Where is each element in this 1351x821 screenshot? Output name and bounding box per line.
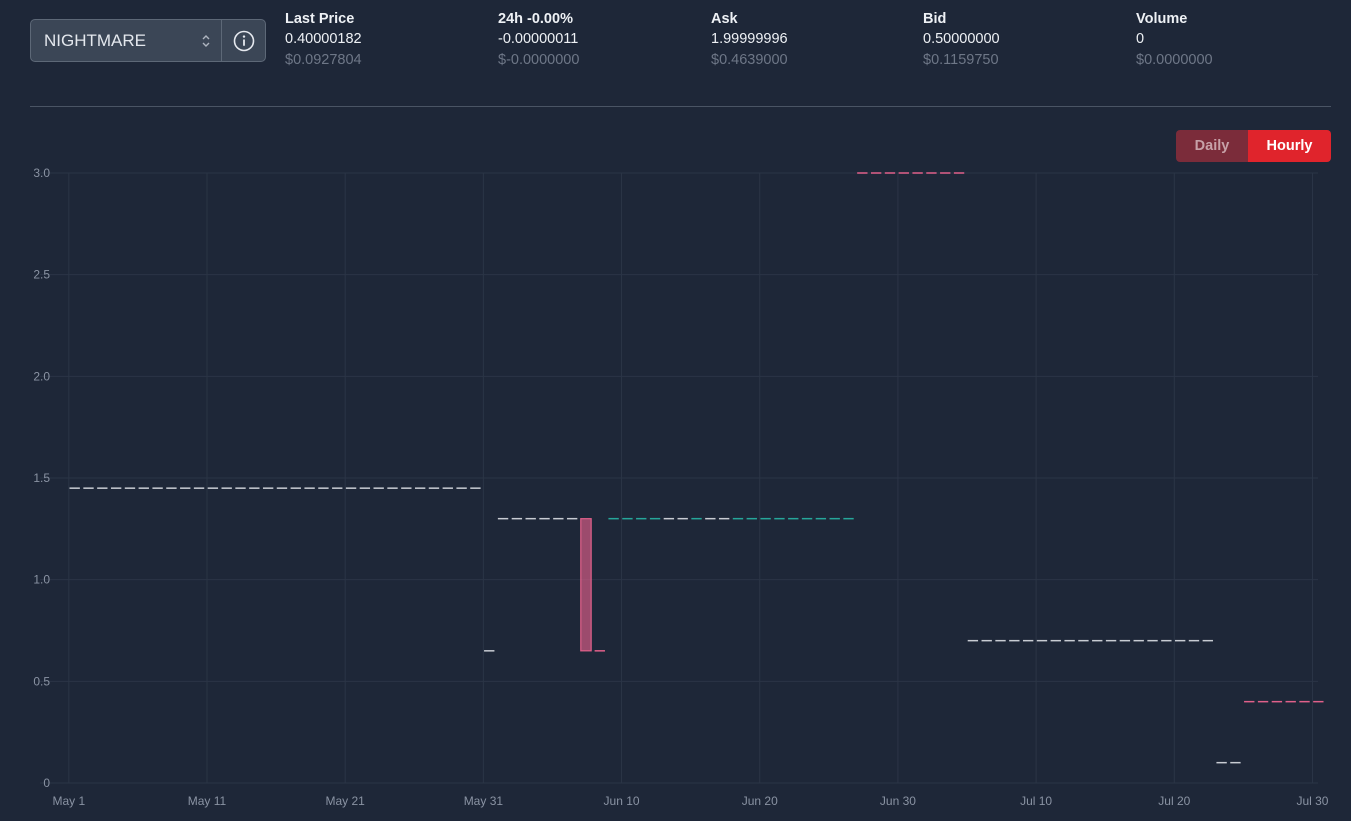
stat-ask: Ask 1.99999996 $0.4639000 <box>711 10 911 71</box>
daily-button[interactable]: Daily <box>1176 130 1248 162</box>
stat-usd-value: $0.0000000 <box>1136 52 1213 68</box>
chart-grid <box>40 172 1318 784</box>
market-header: NIGHTMARE Last Price 0.40000182 $0.09278… <box>0 0 1351 108</box>
y-tick-label: 0.5 <box>33 674 50 688</box>
stat-usd-value: $0.4639000 <box>711 52 788 68</box>
y-tick-label: 1.5 <box>33 471 50 485</box>
y-tick-label: 0 <box>43 776 50 790</box>
y-tick-label: 2.0 <box>33 369 50 383</box>
x-tick-label: May 11 <box>188 794 227 808</box>
chart-series <box>69 172 1324 764</box>
market-selector-value-box[interactable]: NIGHTMARE <box>31 20 221 61</box>
chevron-up-down-icon <box>202 35 210 47</box>
market-selector[interactable]: NIGHTMARE <box>30 19 266 62</box>
x-tick-label: May 21 <box>326 794 366 808</box>
interval-toggle: Daily Hourly <box>1176 130 1331 162</box>
stat-last-price: Last Price 0.40000182 $0.0927804 <box>285 10 485 71</box>
stat-value: 1.99999996 <box>711 31 788 47</box>
stat-value: -0.00000011 <box>498 31 579 47</box>
stat-label: Last Price <box>285 11 355 27</box>
x-tick-label: Jul 10 <box>1020 794 1052 808</box>
x-tick-label: May 31 <box>464 794 504 808</box>
stat-label: Ask <box>711 11 738 27</box>
stat-label: Bid <box>923 11 947 27</box>
info-circle-icon <box>233 30 254 51</box>
x-tick-label: Jul 20 <box>1158 794 1190 808</box>
stat-usd-value: $-0.0000000 <box>498 52 580 68</box>
hourly-button[interactable]: Hourly <box>1248 130 1331 162</box>
stat-value: 0.50000000 <box>923 31 1000 47</box>
x-tick-label: Jun 20 <box>742 794 778 808</box>
y-tick-label: 3.0 <box>33 166 50 180</box>
x-tick-label: May 1 <box>52 794 85 808</box>
stat-usd-value: $0.0927804 <box>285 52 362 68</box>
header-divider <box>30 106 1331 107</box>
y-axis: 3.0 2.5 2.0 1.5 1.0 0.5 0 <box>33 166 50 790</box>
x-tick-label: Jul 30 <box>1296 794 1328 808</box>
market-selector-value: NIGHTMARE <box>44 30 146 50</box>
price-chart[interactable]: 3.02.52.01.51.00.50 May 1 May 11 May 21 May… <box>0 160 1351 821</box>
y-tick-label: 2.5 <box>33 268 50 282</box>
x-tick-label: Jun 30 <box>880 794 916 808</box>
stat-value: 0.40000182 <box>285 31 362 47</box>
stat-volume: Volume 0 $0.0000000 <box>1136 10 1336 71</box>
info-button[interactable] <box>221 20 265 61</box>
stat-label: 24h -0.00% <box>498 11 573 27</box>
stat-label: Volume <box>1136 11 1188 27</box>
x-tick-label: Jun 10 <box>604 794 640 808</box>
candle-body <box>580 518 592 652</box>
stat-bid: Bid 0.50000000 $0.1159750 <box>923 10 1123 71</box>
x-axis: May 1 May 11 May 21 May 31 Jun 10 Jun 20 Jun 3… <box>52 794 1328 808</box>
stat-24h-change: 24h -0.00% -0.00000011 $-0.0000000 <box>498 10 698 71</box>
stat-value: 0 <box>1136 31 1145 47</box>
y-tick-label: 1.0 <box>33 573 50 587</box>
stat-usd-value: $0.1159750 <box>923 52 999 68</box>
